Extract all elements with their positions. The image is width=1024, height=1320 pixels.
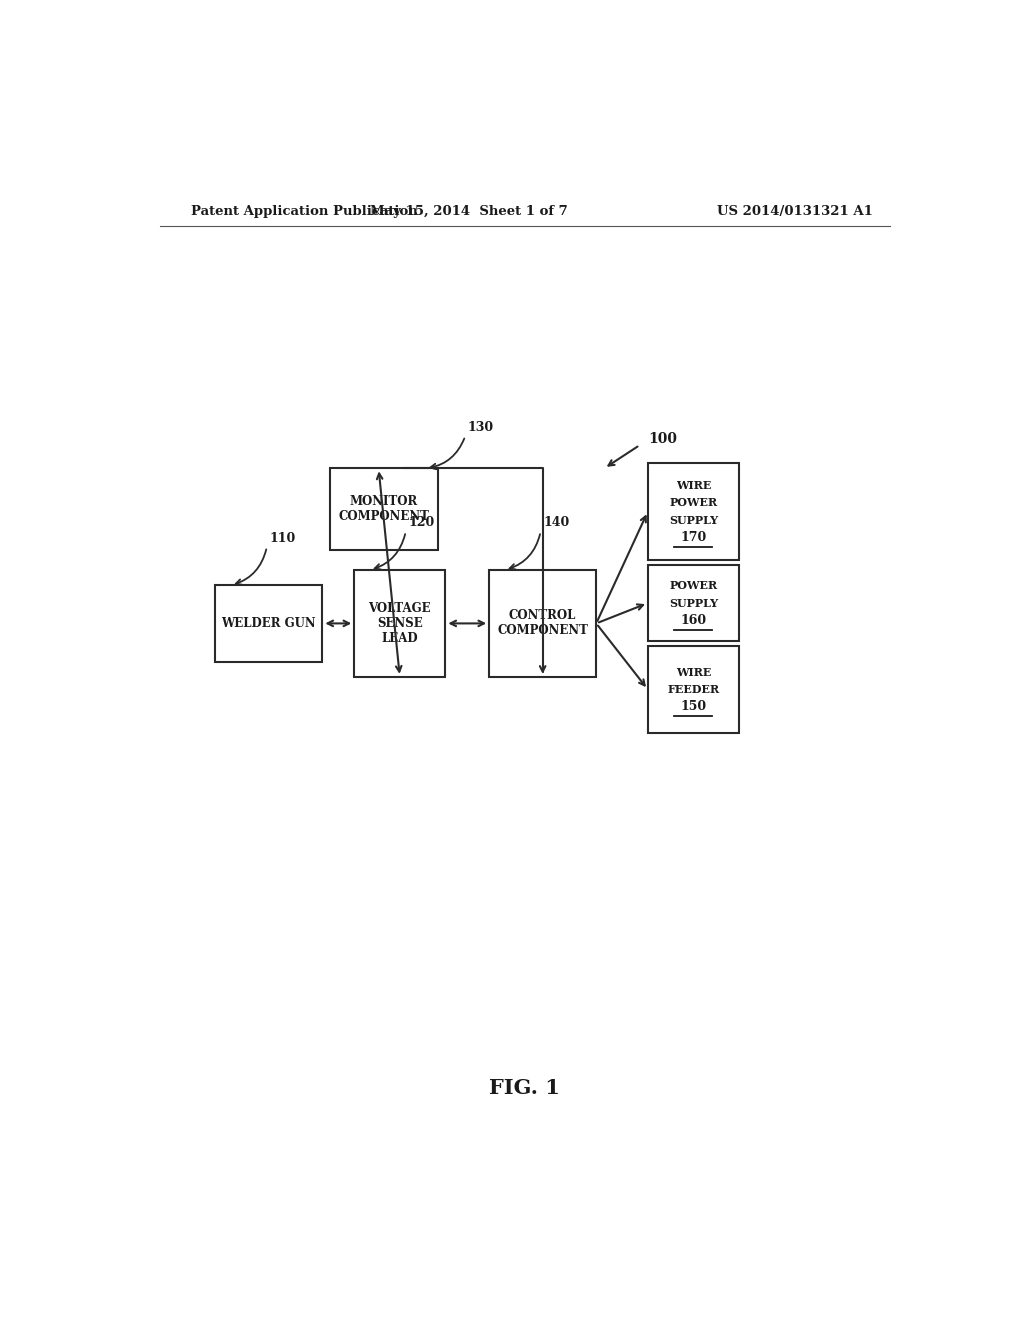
Text: SUPPLY: SUPPLY — [669, 598, 718, 609]
FancyBboxPatch shape — [648, 647, 739, 733]
Text: 120: 120 — [409, 516, 434, 529]
Text: 140: 140 — [543, 516, 569, 529]
Text: SUPPLY: SUPPLY — [669, 515, 718, 525]
Text: May 15, 2014  Sheet 1 of 7: May 15, 2014 Sheet 1 of 7 — [371, 205, 568, 218]
Text: US 2014/0131321 A1: US 2014/0131321 A1 — [717, 205, 872, 218]
Text: WIRE: WIRE — [676, 480, 711, 491]
Text: 170: 170 — [680, 531, 707, 544]
Text: 100: 100 — [648, 432, 677, 446]
Text: WELDER GUN: WELDER GUN — [221, 616, 316, 630]
Text: POWER: POWER — [670, 498, 718, 508]
Text: Patent Application Publication: Patent Application Publication — [191, 205, 418, 218]
Text: 160: 160 — [680, 614, 707, 627]
Text: POWER: POWER — [670, 581, 718, 591]
Text: MONITOR
COMPONENT: MONITOR COMPONENT — [339, 495, 429, 523]
FancyBboxPatch shape — [215, 585, 323, 661]
Text: 150: 150 — [680, 700, 707, 713]
FancyBboxPatch shape — [648, 463, 739, 560]
Text: 110: 110 — [269, 532, 296, 545]
Text: FEEDER: FEEDER — [668, 684, 720, 694]
Text: CONTROL
COMPONENT: CONTROL COMPONENT — [498, 610, 588, 638]
FancyBboxPatch shape — [354, 570, 445, 677]
Text: 130: 130 — [468, 421, 494, 434]
Text: VOLTAGE
SENSE
LEAD: VOLTAGE SENSE LEAD — [369, 602, 431, 645]
FancyBboxPatch shape — [648, 565, 739, 642]
FancyBboxPatch shape — [489, 570, 596, 677]
Text: WIRE: WIRE — [676, 667, 711, 677]
Text: FIG. 1: FIG. 1 — [489, 1078, 560, 1098]
FancyBboxPatch shape — [331, 469, 437, 549]
